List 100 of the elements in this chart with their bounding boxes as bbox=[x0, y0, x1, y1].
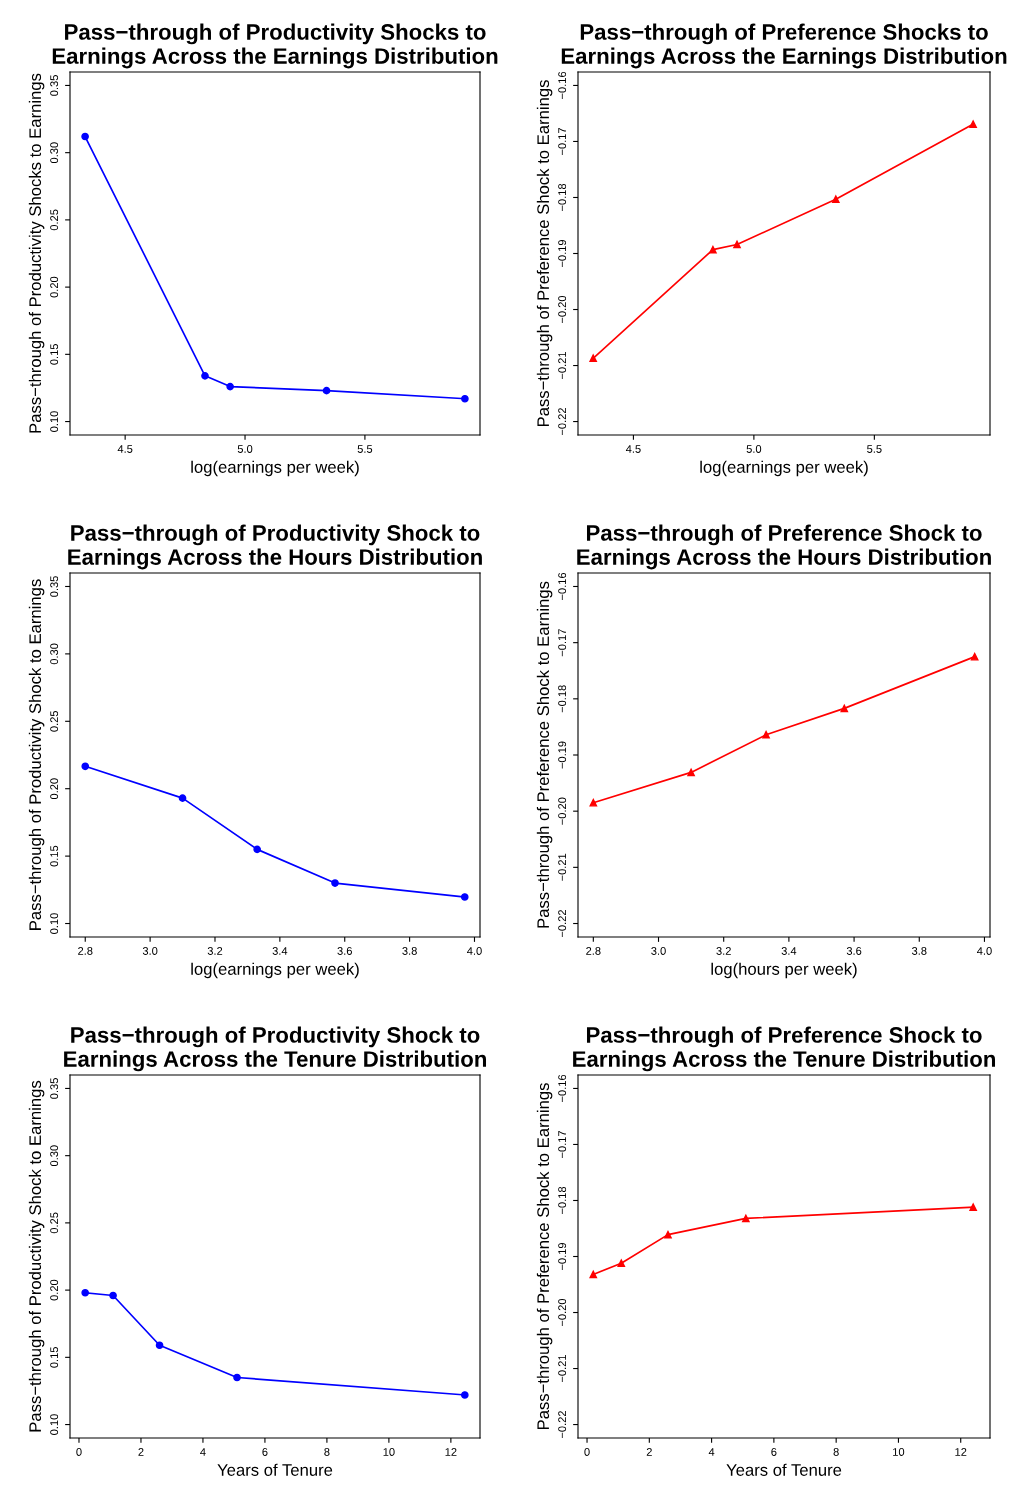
y-tick-label: 0.15 bbox=[50, 845, 59, 867]
x-tick-label: 3.6 bbox=[337, 947, 352, 955]
x-tick-label: 4 bbox=[708, 1448, 715, 1456]
y-tick-label: 0.30 bbox=[50, 142, 59, 164]
point bbox=[331, 879, 339, 887]
point bbox=[460, 1391, 469, 1399]
point bbox=[155, 1341, 164, 1350]
y-tick-label: −0.16 bbox=[558, 71, 567, 99]
x-axis-title: log(earnings per week) bbox=[191, 962, 359, 979]
y-tick-label: −0.18 bbox=[558, 183, 567, 211]
point bbox=[733, 240, 741, 249]
y-tick-label: −0.18 bbox=[558, 685, 567, 713]
point bbox=[322, 386, 331, 395]
x-tick-label: 12 bbox=[445, 1448, 457, 1456]
x-axis-title: log(hours per week) bbox=[711, 962, 857, 979]
point bbox=[840, 704, 849, 713]
x-tick-label: 10 bbox=[383, 1448, 395, 1456]
y-tick-label: −0.20 bbox=[558, 295, 567, 324]
y-tick-label: 0.10 bbox=[50, 411, 59, 432]
y-tick-label: 0.30 bbox=[50, 643, 59, 665]
y-tick-label: −0.21 bbox=[558, 853, 567, 881]
x-tick-label: 0 bbox=[76, 1448, 82, 1456]
x-axis-title: Years of Tenure bbox=[217, 1463, 333, 1476]
point bbox=[709, 245, 717, 254]
point bbox=[201, 372, 209, 380]
x-tick-label: 4 bbox=[200, 1448, 206, 1456]
x-axis-title: Years of Tenure bbox=[726, 1463, 842, 1476]
y-axis-title: Pass−through of Productivity Shocks to Earnings bbox=[28, 73, 45, 433]
point bbox=[687, 768, 695, 777]
x-tick-label: 4.5 bbox=[625, 445, 641, 453]
y-tick-label: 0.35 bbox=[50, 576, 59, 597]
y-tick-label: 0.25 bbox=[50, 209, 59, 231]
x-tick-label: 3.0 bbox=[142, 947, 158, 955]
point bbox=[969, 120, 977, 128]
y-tick-label: 0.15 bbox=[50, 343, 59, 365]
point bbox=[970, 652, 979, 661]
point bbox=[742, 1214, 750, 1223]
y-tick-label: −0.16 bbox=[558, 1074, 567, 1102]
y-tick-label: −0.22 bbox=[558, 408, 567, 436]
x-tick-label: 2.8 bbox=[78, 947, 93, 955]
point bbox=[969, 1203, 978, 1212]
y-axis-title: Pass−through of Productivity Shock to Earnings bbox=[28, 579, 45, 930]
y-tick-label: 0.10 bbox=[50, 1414, 59, 1435]
y-tick-label: −0.19 bbox=[558, 741, 567, 769]
x-tick-label: 8 bbox=[324, 1448, 330, 1456]
y-tick-label: −0.19 bbox=[558, 239, 567, 268]
x-tick-label: 2.8 bbox=[586, 947, 601, 955]
point bbox=[253, 845, 261, 854]
x-tick-label: 3.8 bbox=[911, 947, 927, 955]
x-tick-label: 4.0 bbox=[467, 947, 482, 955]
point bbox=[178, 794, 187, 802]
x-axis-title: log(earnings per week) bbox=[191, 460, 359, 477]
point bbox=[589, 1270, 598, 1279]
point bbox=[109, 1291, 117, 1300]
x-tick-label: 12 bbox=[955, 1448, 967, 1456]
x-tick-label: 3.4 bbox=[781, 947, 797, 955]
y-axis-title: Pass−through of Productivity Shock to Earnings bbox=[28, 1080, 45, 1432]
point bbox=[831, 195, 840, 203]
y-tick-label: −0.16 bbox=[558, 572, 567, 600]
x-axis-title: log(earnings per week) bbox=[700, 460, 868, 477]
x-tick-label: 3.6 bbox=[846, 947, 862, 955]
chart-title: Pass−through of Productivity Shock to Earnings Across the Tenure Distribution bbox=[64, 1026, 487, 1072]
y-tick-label: 0.20 bbox=[50, 276, 59, 298]
x-tick-label: 10 bbox=[893, 1448, 905, 1456]
x-tick-label: 5.0 bbox=[746, 445, 762, 453]
y-tick-label: −0.17 bbox=[558, 629, 567, 657]
x-tick-label: 6 bbox=[262, 1448, 268, 1456]
y-tick-label: 0.15 bbox=[50, 1346, 59, 1368]
point bbox=[233, 1373, 241, 1382]
y-tick-label: −0.21 bbox=[558, 352, 567, 380]
x-tick-label: 5.0 bbox=[237, 445, 253, 453]
y-tick-label: 0.25 bbox=[50, 1212, 59, 1234]
chart-title: Pass−through of Productivity Shocks to Earnings Across the Earnings Distribution bbox=[52, 23, 498, 69]
y-tick-label: −0.17 bbox=[558, 127, 567, 155]
x-tick-label: 4.5 bbox=[117, 445, 133, 453]
x-tick-label: 2 bbox=[646, 1448, 652, 1456]
chart-title: Pass−through of Preference Shocks to Earnings Across the Earnings Distribution bbox=[561, 23, 1007, 69]
chart-title: Pass−through of Preference Shock to Earnings Across the Hours Distribution bbox=[577, 524, 991, 570]
y-tick-label: 0.25 bbox=[50, 710, 59, 732]
y-tick-label: −0.19 bbox=[558, 1242, 567, 1271]
chart-title: Pass−through of Productivity Shock to Earnings Across the Hours Distribution bbox=[68, 524, 482, 570]
y-axis-title: Pass−through of Preference Shock to Earnings bbox=[536, 1083, 553, 1430]
y-tick-label: −0.22 bbox=[558, 1411, 567, 1439]
y-tick-label: 0.30 bbox=[50, 1145, 59, 1167]
y-tick-label: −0.18 bbox=[558, 1186, 567, 1214]
y-tick-label: −0.22 bbox=[558, 910, 567, 938]
chart-title: Pass−through of Preference Shock to Earnings Across the Tenure Distribution bbox=[573, 1026, 996, 1072]
x-tick-label: 0 bbox=[584, 1448, 590, 1456]
x-tick-label: 4.0 bbox=[976, 947, 992, 955]
point bbox=[461, 394, 469, 403]
x-tick-label: 3.0 bbox=[651, 947, 666, 955]
point bbox=[664, 1230, 672, 1239]
x-tick-label: 3.8 bbox=[402, 947, 417, 955]
x-tick-label: 6 bbox=[771, 1448, 777, 1456]
x-tick-label: 3.2 bbox=[716, 947, 731, 955]
y-tick-label: 0.10 bbox=[50, 913, 59, 934]
point bbox=[81, 762, 90, 771]
y-tick-label: −0.21 bbox=[558, 1355, 567, 1383]
x-tick-label: 5.5 bbox=[357, 445, 373, 453]
point bbox=[81, 1288, 90, 1297]
